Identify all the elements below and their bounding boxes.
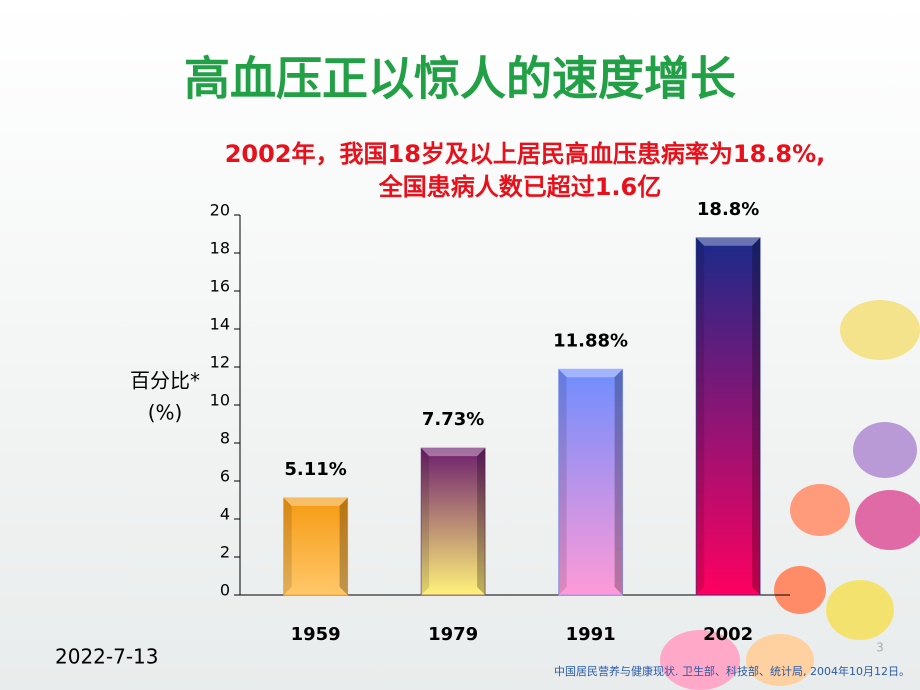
x-tick-label: 2002 [703, 624, 753, 645]
x-tick-label: 1991 [566, 624, 616, 645]
x-tick-label: 1979 [428, 624, 478, 645]
source: 中国居民营养与健康现状. 卫生部、科技部、统计局, 2004年10月12日。 [554, 664, 910, 678]
y-tick-label: 20 [210, 201, 230, 220]
y-tick-label: 8 [220, 429, 230, 448]
bar-bevel [614, 369, 623, 595]
x-tick-label: 1959 [291, 624, 341, 645]
value-label: 11.88% [553, 330, 628, 351]
y-tick-label: 10 [210, 391, 230, 410]
y-tick-label: 12 [210, 353, 230, 372]
candy-decoration [660, 300, 920, 690]
value-label: 18.8% [697, 199, 759, 220]
y-tick-label: 18 [210, 239, 230, 258]
value-label: 5.11% [284, 459, 346, 480]
subtitle: 2002年，我国18岁及以上居民高血压患病率为18.8%, [225, 140, 826, 168]
date: 2022-7-13 [55, 645, 159, 669]
bar [558, 368, 624, 596]
bar-bevel [283, 497, 292, 595]
bar [420, 447, 486, 596]
y-axis-label: (%) [148, 401, 183, 425]
subtitle: 全国患病人数已超过1.6亿 [378, 173, 662, 201]
title: 高血压正以惊人的速度增长 [184, 52, 736, 106]
bar-bevel [558, 369, 623, 378]
bar [695, 237, 761, 596]
y-tick-label: 2 [220, 543, 230, 562]
page-number: 3 [876, 641, 884, 655]
bar-bevel [477, 448, 486, 595]
y-tick-label: 16 [210, 277, 230, 296]
y-axis-label: 百分比* [130, 369, 200, 393]
bar-bevel [421, 448, 486, 457]
y-tick-label: 14 [210, 315, 230, 334]
y-tick-label: 0 [220, 581, 230, 600]
bar-bevel [752, 237, 761, 596]
bar-bevel [283, 497, 348, 506]
bar [283, 497, 349, 596]
y-tick-label: 6 [220, 467, 230, 486]
bar-bevel [696, 237, 761, 246]
value-label: 7.73% [422, 409, 484, 430]
bar-bevel [339, 497, 348, 595]
bar-bevel [558, 369, 567, 595]
bar-bevel [696, 237, 705, 596]
y-tick-label: 4 [220, 505, 230, 524]
bar-bevel [421, 448, 430, 595]
